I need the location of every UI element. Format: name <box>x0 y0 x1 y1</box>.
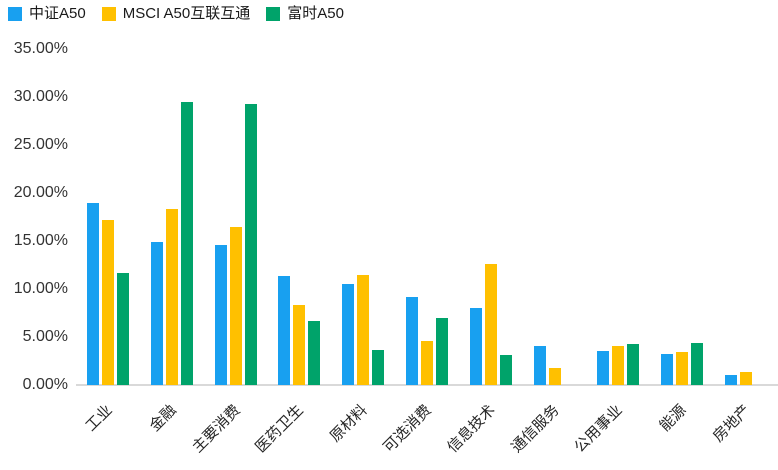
bar-series2-通信服务 <box>548 367 561 385</box>
chart-legend: 中证A50 MSCI A50互联互通 富时A50 <box>8 5 344 23</box>
y-axis-tick-label: 0.00% <box>22 376 68 393</box>
bar-series2-房地产 <box>740 371 753 385</box>
bar-series3-信息技术 <box>499 355 512 385</box>
bar-series3-工业 <box>116 272 129 385</box>
y-axis-tick-label: 10.00% <box>13 280 68 297</box>
x-axis-category-label: 通信服务 <box>507 401 563 457</box>
bar-series3-金融 <box>180 101 193 385</box>
y-axis-tick-label: 25.00% <box>13 136 68 153</box>
x-axis-category-label: 工业 <box>82 401 116 435</box>
bar-series3-可选消费 <box>436 317 448 385</box>
bar-series1-能源 <box>661 354 674 385</box>
x-axis-category-label: 原材料 <box>326 401 371 446</box>
x-axis-category-label: 医药卫生 <box>252 401 308 457</box>
y-axis-tick-label: 20.00% <box>13 184 68 201</box>
bar-series3-公用事业 <box>627 343 640 385</box>
legend-label: MSCI A50互联互通 <box>122 5 251 22</box>
bar-series1-通信服务 <box>533 345 546 385</box>
y-axis-tick-label: 5.00% <box>22 328 68 345</box>
bar-series3-主要消费 <box>244 103 257 385</box>
legend-item: MSCI A50互联互通 <box>101 5 251 23</box>
bar-series3-能源 <box>691 342 704 385</box>
bar-series2-金融 <box>165 209 178 385</box>
bar-series2-原材料 <box>357 274 370 385</box>
bar-series1-房地产 <box>725 375 738 385</box>
bar-series3-原材料 <box>372 350 385 385</box>
bar-series2-工业 <box>101 219 114 385</box>
y-axis-tick-label: 35.00% <box>13 40 68 57</box>
bar-series2-公用事业 <box>612 345 625 385</box>
bar-series1-金融 <box>150 241 163 385</box>
bar-series1-原材料 <box>342 284 355 385</box>
bar-series1-医药卫生 <box>278 275 291 385</box>
legend-color-swatch <box>266 7 281 21</box>
bar-series2-主要消费 <box>229 226 242 385</box>
legend-color-swatch <box>8 7 22 21</box>
x-axis-category-label: 能源 <box>656 401 690 435</box>
y-axis-tick-label: 15.00% <box>13 232 68 249</box>
bar-series2-医药卫生 <box>293 305 306 385</box>
bar-series2-信息技术 <box>484 264 497 385</box>
bar-series1-公用事业 <box>597 351 610 385</box>
x-axis-category-label: 主要消费 <box>188 401 244 457</box>
bar-series2-能源 <box>676 352 689 385</box>
bar-series3-医药卫生 <box>308 320 321 385</box>
bar-series2-可选消费 <box>421 340 433 385</box>
legend-label: 中证A50 <box>29 5 86 22</box>
x-axis-category-label: 公用事业 <box>571 401 627 457</box>
bar-series1-工业 <box>86 202 99 385</box>
bar-series1-信息技术 <box>469 308 482 385</box>
bar-series1-主要消费 <box>214 244 227 385</box>
legend-color-swatch <box>101 7 116 21</box>
x-axis-category-label: 可选消费 <box>380 401 435 457</box>
x-axis-category-label: 信息技术 <box>444 401 499 457</box>
bar-series1-可选消费 <box>406 296 418 385</box>
legend-item: 富时A50 <box>266 5 344 23</box>
legend-item: 中证A50 <box>8 5 86 23</box>
x-axis-category-label: 房地产 <box>709 401 754 446</box>
x-axis-line <box>76 384 778 386</box>
y-axis-tick-label: 30.00% <box>13 88 68 105</box>
legend-label: 富时A50 <box>287 5 344 22</box>
x-axis-category-label: 金融 <box>146 401 180 435</box>
